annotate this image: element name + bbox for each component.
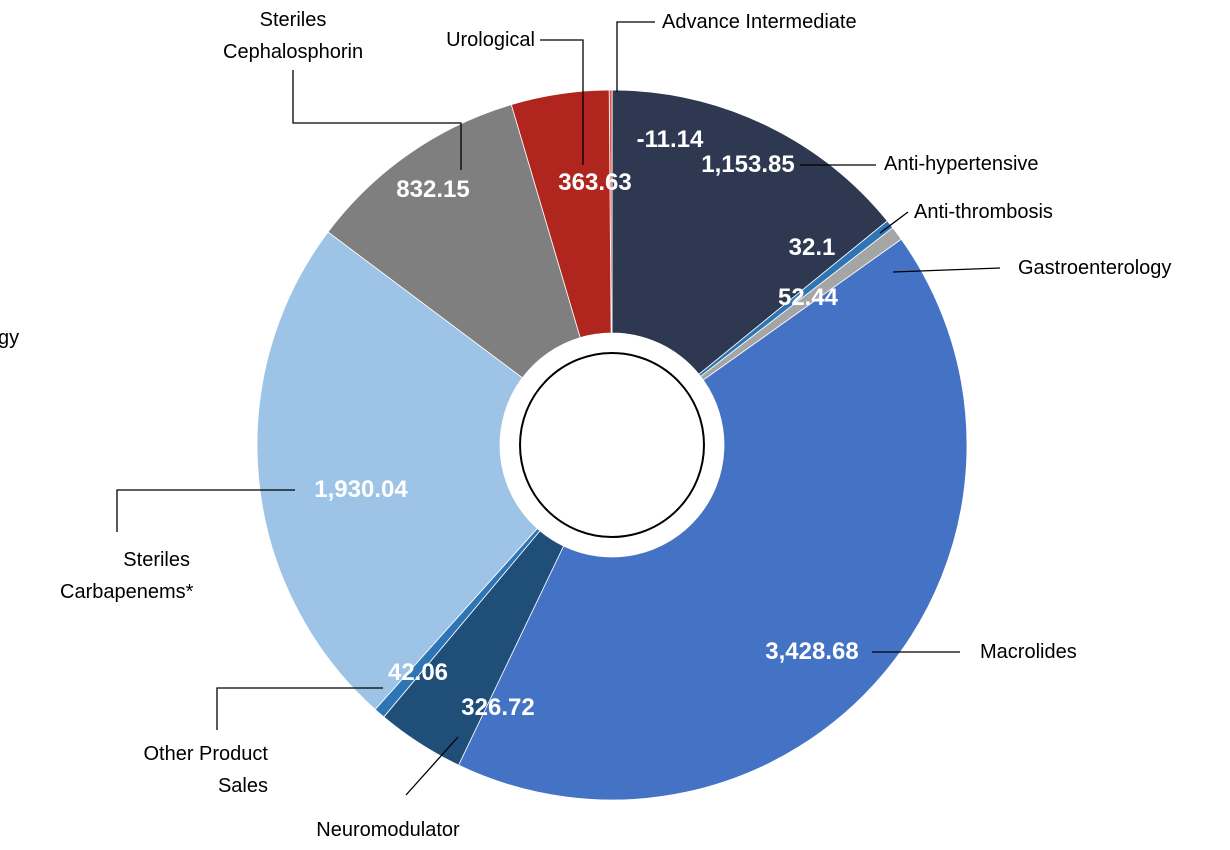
value-label: 52.44 [777, 284, 839, 311]
value-label: 326.72 [461, 694, 535, 721]
slice [510, 89, 612, 339]
value-label: 832.15 [396, 176, 470, 203]
value-label: 3,428.68 [765, 638, 859, 665]
category-label: Steriles Carbapenems* [60, 549, 194, 603]
leader-line [292, 70, 462, 170]
value-label: 1,153.85 [701, 151, 795, 178]
category-label: Anti-hypertensive [884, 153, 1039, 175]
annotation: gy [0, 327, 20, 349]
category-label: Other Product Sales [143, 743, 268, 797]
value-label: -11.14 [636, 126, 704, 153]
slices [256, 89, 968, 801]
leader-line [405, 736, 459, 796]
category-label: Neuromodulator [316, 819, 460, 841]
value-label: 1,930.04 [314, 476, 408, 503]
leader-line [879, 211, 909, 234]
category-label: Anti-thrombosis [914, 201, 1053, 223]
leader-lines [116, 21, 1001, 796]
center-circle [519, 352, 705, 538]
slice [256, 231, 538, 710]
category-label: Steriles Cephalosphorin [223, 9, 364, 63]
category-label: Macrolides [980, 641, 1077, 663]
category-label: Gastroenterology [1018, 257, 1172, 279]
value-label: 363.63 [558, 169, 632, 196]
slice [611, 89, 888, 375]
category-label: Advance Intermediate [662, 11, 857, 33]
value-label: 42.06 [387, 659, 449, 686]
leader-line [540, 39, 584, 165]
leader-line [892, 267, 1001, 273]
category-label: Urological [446, 29, 535, 51]
value-label: 32.1 [788, 234, 836, 261]
leader-line [216, 687, 383, 730]
slice [458, 238, 968, 801]
leader-line [116, 489, 295, 532]
slice [327, 104, 581, 379]
leader-line [616, 21, 655, 92]
